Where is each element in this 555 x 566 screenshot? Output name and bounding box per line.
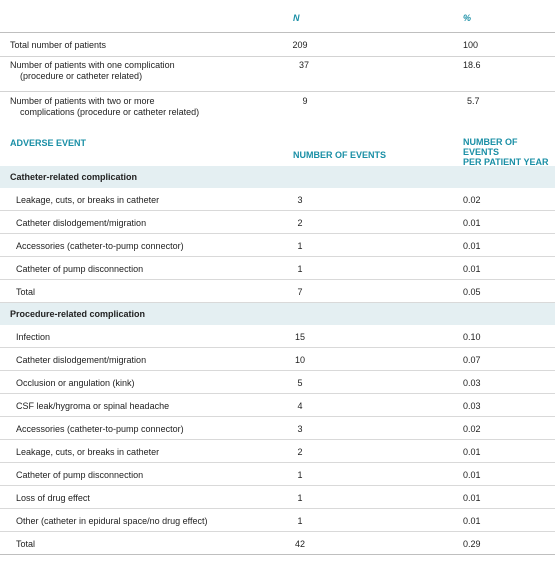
event-rate: 0.02	[463, 424, 481, 434]
summary-pct: 100	[463, 40, 479, 50]
n-column-header: N	[293, 13, 300, 23]
event-count: 2	[297, 218, 303, 228]
events-per-patient-year-line2: PER PATIENT YEAR	[463, 156, 549, 167]
summary-label: Number of patients with two or more comp…	[10, 96, 199, 118]
event-rate: 0.05	[463, 287, 481, 297]
event-rate: 0.03	[463, 401, 481, 411]
catheter-section-header: Catheter-related complication	[0, 166, 555, 188]
event-label: Loss of drug effect	[16, 493, 90, 503]
section-title: Procedure-related complication	[10, 309, 146, 319]
event-label: Accessories (catheter-to-pump connector)	[16, 241, 184, 251]
summary-header: N %	[0, 0, 555, 33]
summary-label-line2: (procedure or catheter related)	[20, 70, 143, 81]
event-count: 7	[297, 287, 303, 297]
table-row: Occlusion or angulation (kink) 5 0.03	[0, 371, 555, 394]
table-row: Total 7 0.05	[0, 280, 555, 303]
table-row: Loss of drug effect 1 0.01	[0, 486, 555, 509]
summary-n: 37	[298, 60, 309, 70]
event-count: 1	[297, 516, 303, 526]
section-title: Catheter-related complication	[10, 172, 138, 182]
summary-label-line2: complications (procedure or catheter rel…	[20, 106, 200, 117]
event-label: Infection	[16, 332, 51, 342]
event-count: 1	[297, 264, 303, 274]
event-rate: 0.01	[463, 516, 481, 526]
summary-n: 209	[292, 40, 308, 50]
event-label: Catheter dislodgement/migration	[16, 355, 147, 365]
event-rate: 0.01	[463, 264, 481, 274]
event-rate: 0.10	[463, 332, 481, 342]
summary-pct: 5.7	[467, 96, 480, 106]
event-rate: 0.03	[463, 378, 481, 388]
events-per-patient-year-line1: NUMBER OF EVENTS	[463, 137, 518, 157]
event-label: Catheter of pump disconnection	[16, 264, 144, 274]
event-label: Accessories (catheter-to-pump connector)	[16, 424, 184, 434]
table-row: Infection 15 0.10	[0, 325, 555, 348]
table-row: Catheter dislodgement/migration 2 0.01	[0, 211, 555, 234]
event-count: 15	[294, 332, 305, 342]
event-rate: 0.01	[463, 241, 481, 251]
summary-row: Total number of patients 209 100	[0, 33, 555, 57]
event-label: Leakage, cuts, or breaks in catheter	[16, 195, 160, 205]
summary-pct: 18.6	[463, 60, 481, 70]
event-label: Leakage, cuts, or breaks in catheter	[16, 447, 160, 457]
event-label: Catheter dislodgement/migration	[16, 218, 147, 228]
summary-label: Number of patients with one complication…	[10, 60, 175, 82]
events-column-headers: ADVERSE EVENT NUMBER OF EVENTS NUMBER OF…	[0, 126, 555, 168]
summary-label: Total number of patients	[10, 40, 107, 50]
summary-row: Number of patients with one complication…	[0, 57, 555, 92]
number-of-events-header: NUMBER OF EVENTS	[293, 150, 387, 160]
table-row: Other (catheter in epidural space/no dru…	[0, 509, 555, 532]
event-rate: 0.01	[463, 218, 481, 228]
event-count: 1	[297, 493, 303, 503]
table-row: Catheter dislodgement/migration 10 0.07	[0, 348, 555, 371]
summary-label-line1: Number of patients with two or more	[10, 96, 155, 106]
event-count: 1	[297, 470, 303, 480]
table-row: Leakage, cuts, or breaks in catheter 3 0.0…	[0, 188, 555, 211]
table-row: Leakage, cuts, or breaks in catheter 2 0.0…	[0, 440, 555, 463]
event-rate: 0.07	[463, 355, 481, 365]
procedure-rows: Infection 15 0.10 Catheter dislodgement/mig…	[0, 325, 555, 555]
summary-label-line1: Number of patients with one complication	[10, 60, 175, 70]
event-label: CSF leak/hygroma or spinal headache	[16, 401, 170, 411]
event-count: 2	[297, 447, 303, 457]
table-row: Accessories (catheter-to-pump connector)…	[0, 417, 555, 440]
procedure-section-header: Procedure-related complication	[0, 303, 555, 325]
event-rate: 0.01	[463, 470, 481, 480]
summary-row: Number of patients with two or more comp…	[0, 92, 555, 126]
table-row: Accessories (catheter-to-pump connector)…	[0, 234, 555, 257]
event-count: 10	[294, 355, 305, 365]
percent-column-header: %	[463, 13, 472, 23]
event-rate: 0.01	[463, 447, 481, 457]
event-rate: 0.01	[463, 493, 481, 503]
table-row: CSF leak/hygroma or spinal headache 4 0.03	[0, 394, 555, 417]
table-row: Catheter of pump disconnection 1 0.01	[0, 257, 555, 280]
summary-n: 9	[302, 96, 308, 106]
event-count: 3	[297, 424, 303, 434]
catheter-rows: Leakage, cuts, or breaks in catheter 3 0.0…	[0, 188, 555, 303]
event-count: 1	[297, 241, 303, 251]
event-count: 3	[297, 195, 303, 205]
event-label: Catheter of pump disconnection	[16, 470, 144, 480]
event-label: Total	[16, 539, 36, 549]
table-row: Catheter of pump disconnection 1 0.01	[0, 463, 555, 486]
event-label: Total	[16, 287, 36, 297]
event-count: 4	[297, 401, 303, 411]
event-count: 5	[297, 378, 303, 388]
event-count: 42	[294, 539, 305, 549]
event-label: Other (catheter in epidural space/no dru…	[16, 516, 208, 526]
event-rate: 0.29	[463, 539, 481, 549]
event-label: Occlusion or angulation (kink)	[16, 378, 135, 388]
adverse-event-header: ADVERSE EVENT	[10, 138, 87, 148]
table-row: Total 42 0.29	[0, 532, 555, 555]
events-per-patient-year-header: NUMBER OF EVENTS PER PATIENT YEAR	[463, 137, 555, 168]
event-rate: 0.02	[463, 195, 481, 205]
